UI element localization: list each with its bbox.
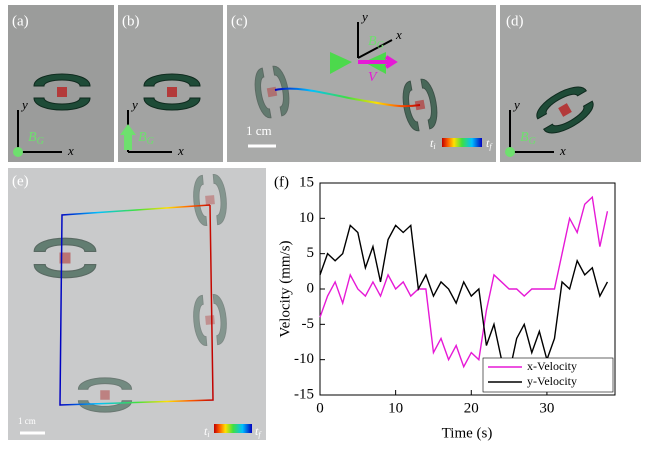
x-axis-label: Time (s)	[442, 425, 493, 441]
photo-e	[8, 168, 266, 440]
photo-a	[8, 5, 114, 162]
panel-label: (d)	[506, 13, 524, 29]
trajectory	[59, 204, 214, 406]
colorbar-end: tf	[255, 424, 262, 439]
axis-x: x	[67, 143, 74, 158]
scale-label: 1 cm	[18, 416, 36, 426]
field-label: BG	[138, 130, 154, 147]
panel-label: (a)	[12, 13, 29, 29]
t: t	[204, 424, 208, 438]
field-base: B	[28, 130, 37, 145]
field-sub: G	[147, 136, 154, 147]
x-tick-label: 20	[464, 400, 479, 416]
y-tick-label: 0	[307, 280, 315, 296]
field-base: B	[138, 130, 147, 145]
x-tick-label: 30	[539, 400, 554, 416]
t-sub: f	[258, 430, 262, 439]
photo-b	[118, 5, 223, 162]
field-dot	[505, 147, 515, 157]
legend-box	[482, 357, 614, 393]
colorbar-end: tf	[486, 136, 493, 151]
series-line	[319, 223, 609, 376]
colorbar	[442, 138, 482, 147]
chart-title: (f)	[274, 174, 289, 190]
t-sub: f	[489, 142, 493, 151]
axis-x: x	[177, 143, 184, 158]
photo-d	[500, 5, 641, 162]
t: t	[430, 136, 434, 150]
photo-c	[227, 5, 496, 162]
velocity-label: V	[368, 70, 378, 85]
axis-x: x	[395, 27, 402, 42]
field-label: BG	[28, 130, 44, 147]
panel-label: (c)	[231, 13, 248, 29]
y-tick-label: -5	[302, 316, 315, 332]
field-arrow	[120, 124, 136, 150]
legend-label: y-Velocity	[527, 374, 577, 388]
colorbar-start: ti	[204, 424, 210, 439]
y-tick-label: 5	[307, 245, 315, 261]
field-label: BG	[520, 130, 536, 147]
series-line	[319, 195, 609, 369]
field-base: B	[368, 34, 377, 49]
y-tick-label: -15	[294, 386, 314, 402]
colorbar	[214, 424, 252, 433]
legend-label: x-Velocity	[527, 359, 577, 373]
panel-label: (e)	[12, 173, 29, 189]
t: t	[486, 136, 490, 150]
trajectory	[274, 87, 421, 108]
x-tick-label: 10	[388, 400, 403, 416]
axis-x: x	[559, 143, 566, 158]
field-sub: G	[377, 40, 384, 51]
field-sub: G	[529, 136, 536, 147]
x-tick-label: 0	[316, 400, 324, 416]
t: t	[255, 424, 259, 438]
y-tick-label: -10	[294, 351, 314, 367]
axis-y: y	[130, 97, 138, 112]
t-sub: i	[207, 430, 209, 439]
scale-label: 1 cm	[246, 123, 272, 138]
y-axis-label: Velocity (mm/s)	[277, 240, 293, 337]
y-tick-label: 10	[299, 210, 314, 226]
y-tick-label: 15	[299, 174, 314, 190]
colorbar-start: ti	[430, 136, 436, 151]
field-sub: G	[37, 136, 44, 147]
panel-label: (b)	[122, 13, 140, 29]
axis-y: y	[512, 97, 520, 112]
field-label: BG	[368, 34, 384, 51]
field-dot	[13, 147, 23, 157]
velocity-arrow	[358, 55, 398, 69]
axis-y: y	[360, 9, 368, 24]
axis-y: y	[20, 97, 28, 112]
field-base: B	[520, 130, 529, 145]
t-sub: i	[433, 142, 435, 151]
